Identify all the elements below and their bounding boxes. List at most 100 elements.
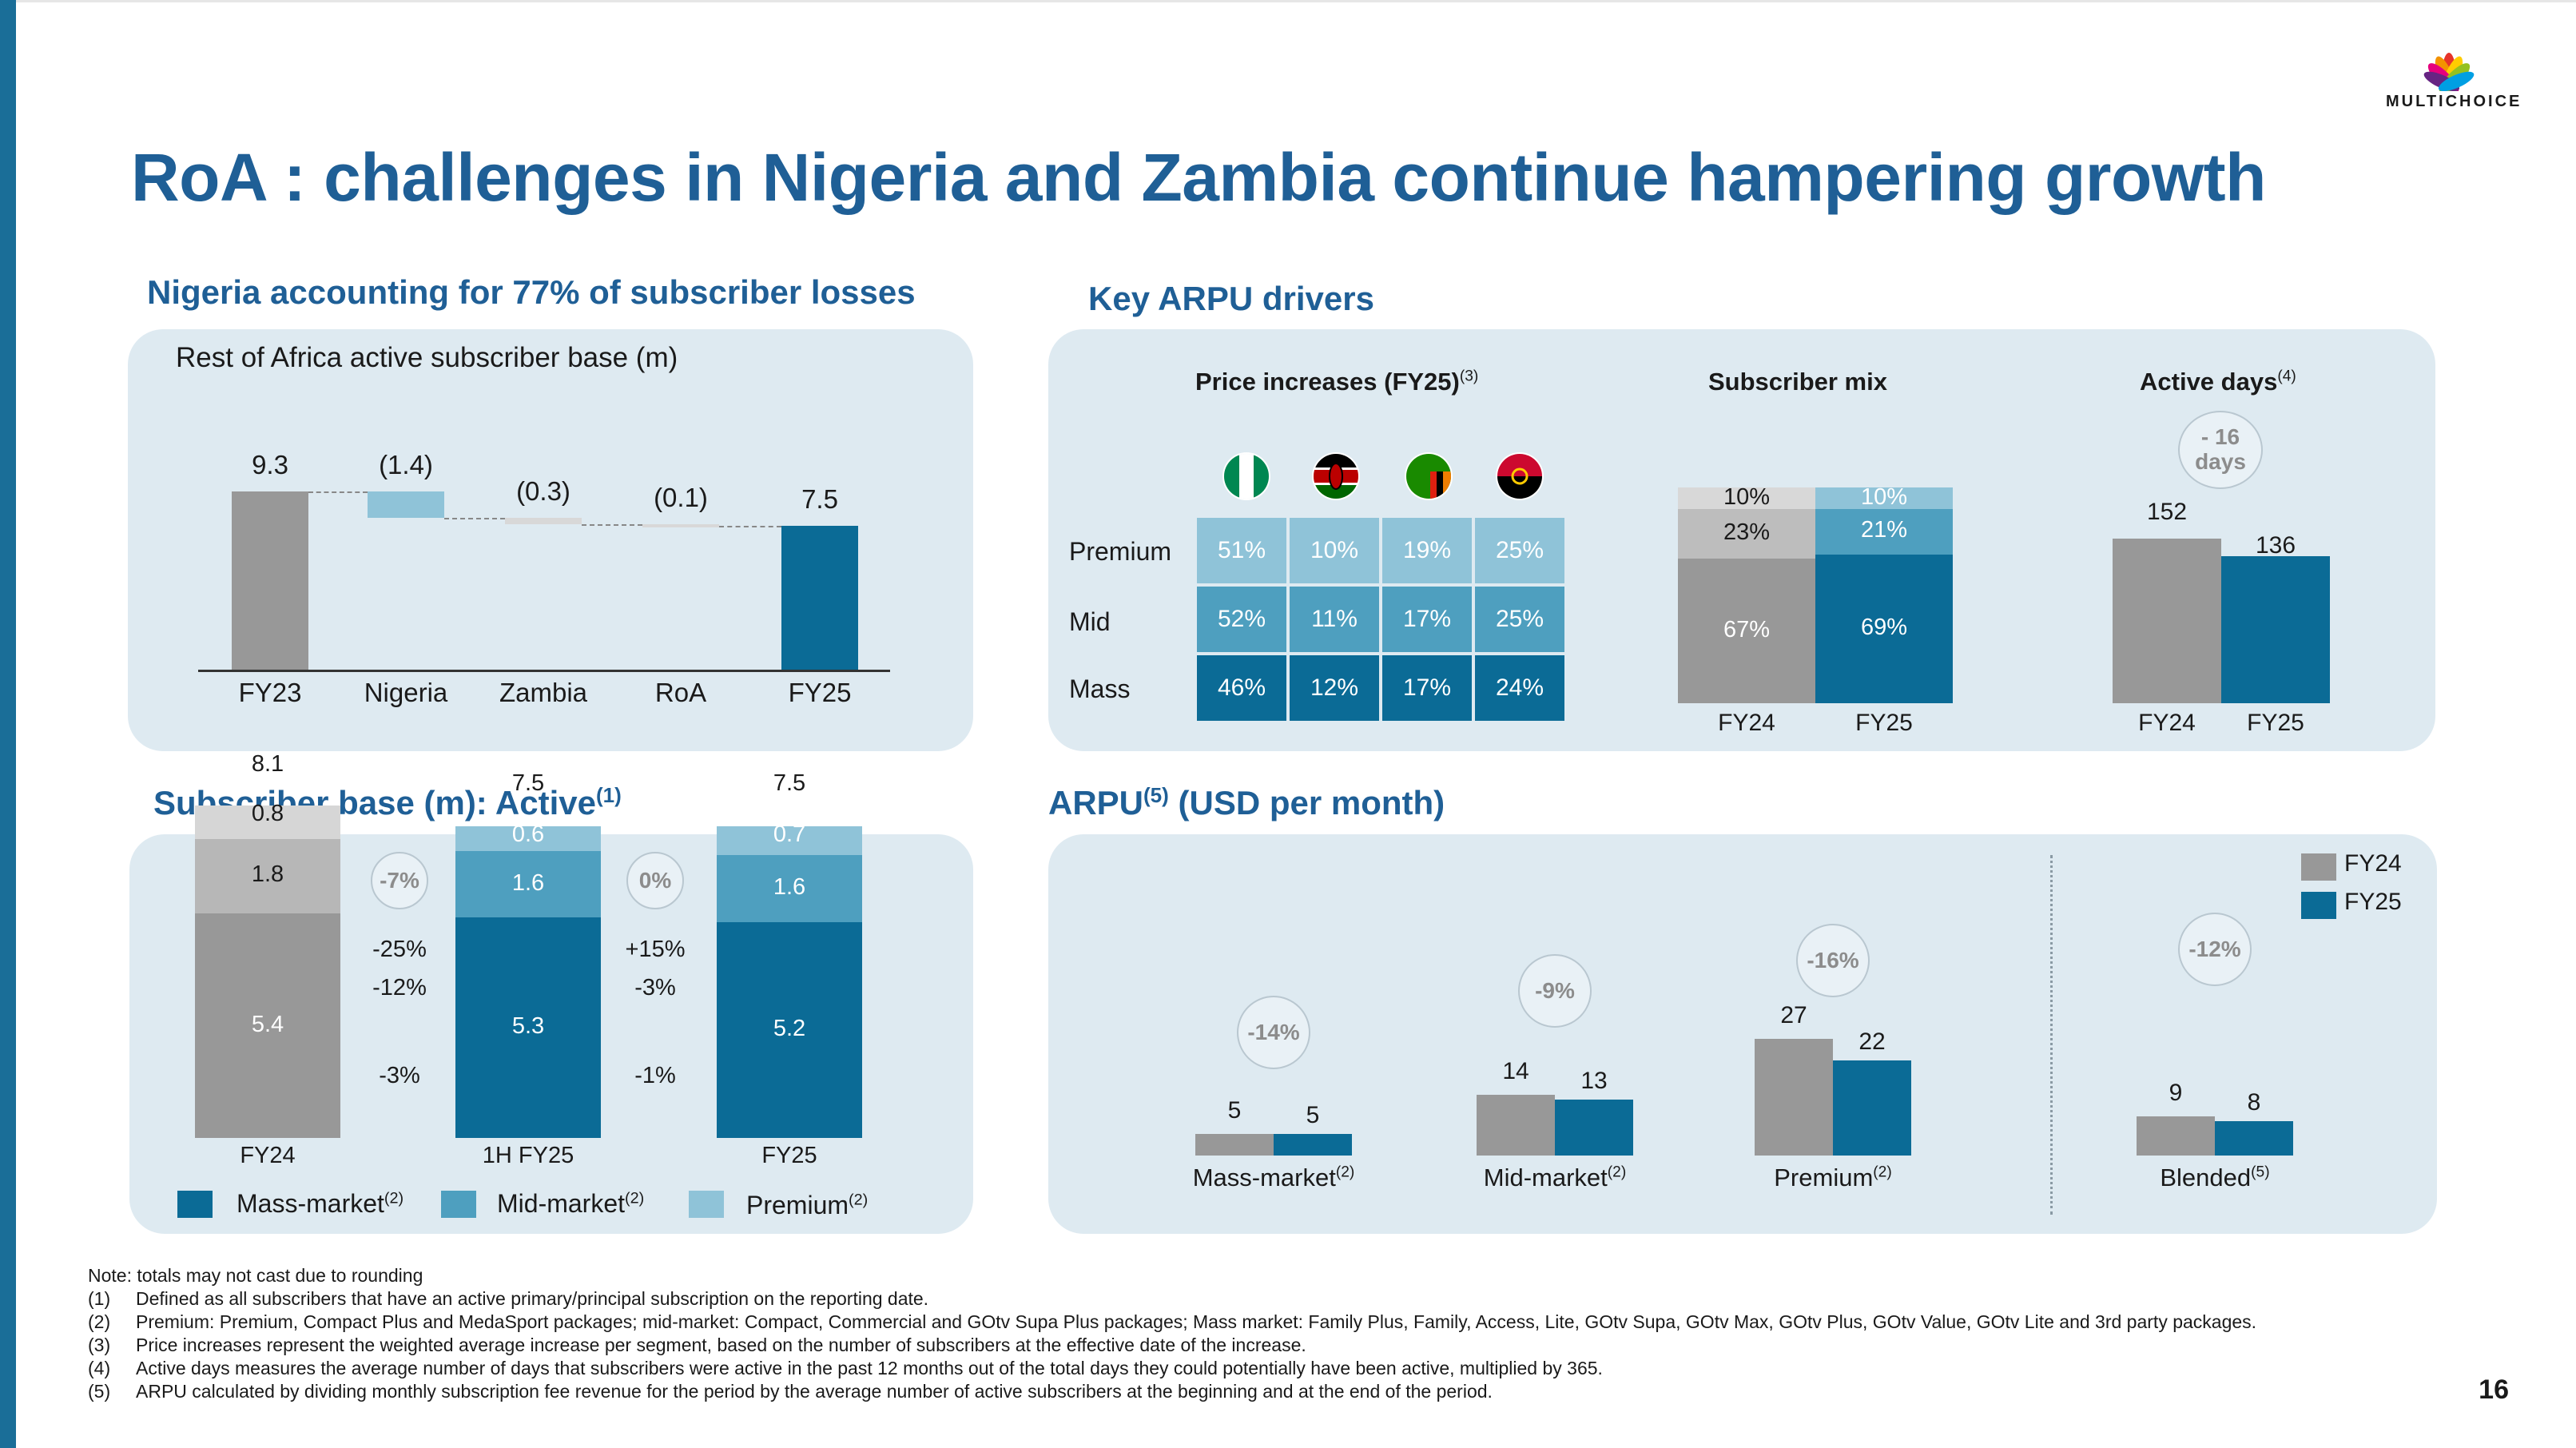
- mass-change-label: -3%: [379, 1063, 420, 1088]
- stack-segment-mid-market: [455, 851, 601, 918]
- mix-segment-mid: [1815, 509, 1953, 555]
- arpu-category-label: Mass-market(2): [1192, 1164, 1355, 1191]
- waterfall-bar-nigeria: [368, 491, 444, 519]
- logo-text: MULTICHOICE: [2386, 93, 2522, 110]
- angola-flag-icon: [1497, 454, 1542, 499]
- arpu-value-label: 13: [1580, 1067, 1608, 1094]
- nigeria-flag-icon: [1224, 454, 1269, 499]
- price-increases-title: Price increases (FY25)(3): [1195, 368, 1479, 396]
- section-title-arpu: ARPU(5) (USD per month): [1048, 783, 1445, 821]
- stack-segment-label: 5.2: [773, 1015, 806, 1041]
- waterfall-bar-fy23: [232, 491, 308, 670]
- page-number: 16: [2479, 1374, 2509, 1405]
- waterfall-connector: [444, 518, 505, 520]
- stack-segment-premium: [717, 826, 862, 856]
- premium-change-label: +15%: [625, 937, 686, 962]
- mix-segment-premium: [1815, 487, 1953, 509]
- legend-swatch-mid: [441, 1191, 476, 1218]
- mix-segment-label: 23%: [1723, 519, 1771, 546]
- mass-change-label: -1%: [634, 1063, 676, 1088]
- row-label-mid: Mid: [1069, 607, 1111, 636]
- arpu-bar-fy25: [1274, 1134, 1352, 1156]
- arpu-value-label: 5: [1306, 1102, 1320, 1128]
- cell: 12%: [1290, 655, 1379, 721]
- arpu-change-bubble: -16%: [1796, 924, 1870, 997]
- arpu-value-label: 8: [2247, 1088, 2261, 1116]
- mix-segment-label: 69%: [1860, 614, 1908, 640]
- note-rounding: Note: totals may not cast due to roundin…: [88, 1265, 423, 1286]
- arpu-change-bubble: -9%: [1518, 954, 1592, 1028]
- waterfall-category-label: FY23: [238, 678, 302, 707]
- cell: 19%: [1382, 518, 1472, 583]
- legend-label-mid: Mid-market(2): [497, 1189, 645, 1218]
- arpu-bar-fy25: [2215, 1120, 2293, 1156]
- footnotes: Note: totals may not cast due to roundin…: [88, 1264, 2256, 1403]
- arpu-bar-fy24: [1477, 1095, 1555, 1156]
- stack-segment-mass-market: [717, 921, 862, 1138]
- subscriber-change-bubble: 0%: [626, 852, 684, 909]
- active-days-change-bubble: - 16 days: [2178, 411, 2263, 489]
- stack-total-label: 7.5: [773, 770, 806, 796]
- legend-swatch-fy25: [2301, 892, 2336, 919]
- arpu-change-bubble: -14%: [1237, 996, 1310, 1069]
- cell: 25%: [1475, 587, 1564, 652]
- stack-segment-mass-market: [195, 913, 340, 1138]
- cell: 24%: [1475, 655, 1564, 721]
- row-label-mass: Mass: [1069, 674, 1131, 703]
- price-increase-table: 51% 10% 19% 25% 52% 11% 17% 25% 46% 12% …: [1197, 518, 1564, 721]
- waterfall-category-label: Zambia: [499, 678, 588, 707]
- legend-swatch-premium: [689, 1191, 724, 1218]
- mix-segment-label: 10%: [1723, 483, 1771, 510]
- row-label-premium: Premium: [1069, 537, 1172, 566]
- cell: 52%: [1197, 587, 1286, 652]
- mix-category-label: FY25: [1855, 710, 1913, 736]
- waterfall-category-label: FY25: [788, 678, 852, 707]
- footnote-1: (1) Defined as all subscribers that have …: [88, 1288, 929, 1309]
- days-bar-fy25: [2221, 556, 2330, 703]
- arpu-bar-fy25: [1555, 1099, 1633, 1156]
- legend-swatch-mass: [177, 1191, 213, 1218]
- waterfall-value-label: (1.4): [379, 449, 433, 479]
- arpu-value-label: 27: [1780, 1002, 1807, 1029]
- waterfall-baseline: [198, 670, 890, 672]
- cell: 51%: [1197, 518, 1286, 583]
- stack-segment-premium: [455, 826, 601, 852]
- arpu-value-label: 5: [1227, 1097, 1242, 1124]
- left-accent-bar: [0, 0, 16, 1448]
- arpu-category-label: Premium(2): [1774, 1164, 1892, 1191]
- stack-total-label: 8.1: [251, 751, 284, 777]
- waterfall-value-label: (0.3): [516, 476, 570, 507]
- waterfall-category-label: Nigeria: [364, 678, 448, 707]
- arpu-bar-fy24: [1195, 1134, 1274, 1156]
- stack-segment-label: 1.6: [511, 869, 545, 896]
- arpu-bar-fy24: [1755, 1039, 1833, 1156]
- mix-segment-mid: [1678, 509, 1815, 559]
- footnote-2: (2) Premium: Premium, Compact Plus and Me…: [88, 1311, 2257, 1332]
- waterfall-connector: [582, 523, 642, 526]
- stack-segment-mass-market: [455, 917, 601, 1138]
- legend-swatch-fy24: [2301, 853, 2336, 881]
- arpu-category-label: Blended(5): [2160, 1164, 2270, 1191]
- footnote-3: (3) Price increases represent the weighte…: [88, 1335, 1306, 1355]
- cell: 25%: [1475, 518, 1564, 583]
- mid-change-label: -3%: [634, 975, 676, 1000]
- subscriber-change-bubble: -7%: [371, 852, 428, 909]
- days-category-label: FY25: [2247, 710, 2304, 736]
- section-title-arpu-drivers: Key ARPU drivers: [1088, 280, 1374, 317]
- stack-category-label: FY25: [761, 1143, 817, 1168]
- premium-change-label: -25%: [372, 937, 427, 962]
- legend-label-premium: Premium(2): [746, 1191, 869, 1219]
- waterfall-value-label: 7.5: [801, 484, 838, 514]
- stack-category-label: FY24: [240, 1143, 296, 1168]
- days-bar-fy24: [2113, 539, 2221, 703]
- stack-segment-label: 1.8: [251, 861, 284, 888]
- mix-segment-label: 10%: [1860, 483, 1908, 510]
- arpu-category-label: Mid-market(2): [1483, 1164, 1627, 1191]
- arpu-value-label: 9: [2169, 1080, 2183, 1107]
- waterfall-bar-zambia: [505, 518, 582, 524]
- cell: 17%: [1382, 587, 1472, 652]
- mix-segment-mass: [1678, 559, 1815, 703]
- footnote-4: (4) Active days measures the average numb…: [88, 1358, 1603, 1378]
- waterfall-value-label: 9.3: [252, 449, 288, 479]
- footnote-5: (5) ARPU calculated by dividing monthly s…: [88, 1381, 1493, 1402]
